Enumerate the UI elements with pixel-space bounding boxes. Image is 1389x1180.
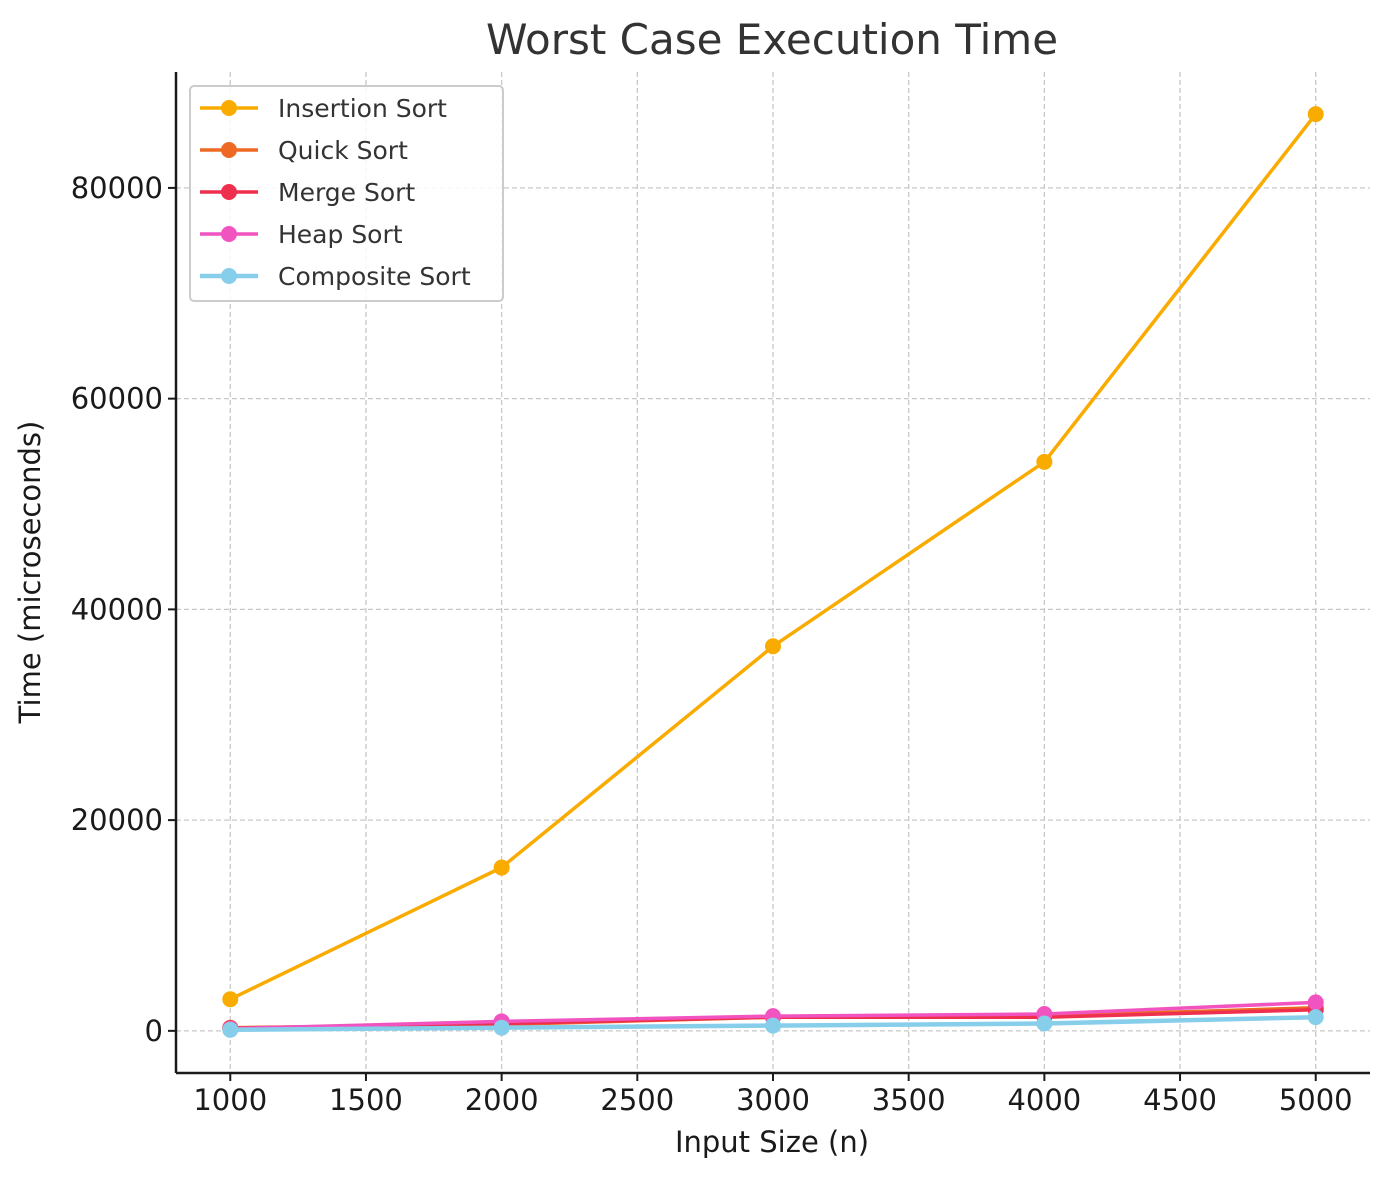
y-tick-label: 80000 — [71, 171, 163, 205]
x-tick-label: 2000 — [465, 1083, 539, 1117]
legend-item-insertion-sort: Insertion Sort — [200, 94, 447, 123]
data-point-insertion-sort — [222, 991, 239, 1008]
data-point-composite-sort — [1036, 1015, 1053, 1032]
x-tick-label: 1000 — [193, 1083, 267, 1117]
data-point-composite-sort — [765, 1017, 781, 1034]
chart-title: Worst Case Execution Time — [486, 15, 1058, 64]
data-point-composite-sort — [222, 1021, 239, 1038]
data-point-composite-sort — [493, 1019, 510, 1036]
legend-label: Heap Sort — [278, 220, 403, 249]
x-tick-label: 4000 — [1007, 1083, 1081, 1117]
data-point-insertion-sort — [1036, 453, 1053, 470]
y-tick-label: 60000 — [71, 382, 163, 416]
data-point-insertion-sort — [765, 638, 781, 655]
x-tick-label: 4500 — [1143, 1083, 1217, 1117]
data-point-heap-sort — [1307, 994, 1324, 1011]
y-tick-label: 0 — [145, 1014, 163, 1048]
y-ticks: 0 20000 40000 60000 80000 — [71, 171, 176, 1048]
legend-item-composite-sort: Composite Sort — [200, 262, 471, 291]
legend-label: Insertion Sort — [278, 94, 447, 123]
x-ticks: 1000 1500 2000 2500 3000 3500 4000 4500 5000 — [193, 1073, 1353, 1117]
data-point-insertion-sort — [493, 859, 510, 876]
legend-swatch-marker — [221, 268, 237, 284]
x-tick-label: 2500 — [600, 1083, 674, 1117]
legend-item-merge-sort: Merge Sort — [200, 178, 415, 207]
legend-item-quick-sort: Quick Sort — [200, 136, 408, 165]
legend-item-heap-sort: Heap Sort — [200, 220, 403, 249]
legend-box — [189, 85, 504, 302]
x-tick-label: 5000 — [1279, 1083, 1353, 1117]
y-tick-label: 20000 — [71, 803, 163, 837]
series-composite-sort — [222, 1009, 1324, 1038]
legend-label: Merge Sort — [278, 178, 415, 207]
legend-swatch-marker — [221, 184, 237, 200]
x-tick-label: 1500 — [329, 1083, 403, 1117]
legend-label: Composite Sort — [278, 262, 471, 291]
legend: Insertion Sort Quick Sort Merge Sort Heap S… — [189, 85, 504, 302]
series — [222, 106, 1324, 1038]
y-axis-title: Time (microseconds) — [13, 421, 47, 725]
data-point-insertion-sort — [1307, 106, 1324, 123]
legend-label: Quick Sort — [278, 136, 408, 165]
legend-swatch-marker — [221, 142, 237, 158]
legend-swatch-marker — [221, 226, 237, 242]
legend-swatch-marker — [221, 100, 237, 116]
series-insertion-sort — [222, 106, 1324, 1008]
x-tick-label: 3500 — [872, 1083, 946, 1117]
x-tick-label: 3000 — [736, 1083, 810, 1117]
x-axis-title: Input Size (n) — [675, 1125, 869, 1159]
data-point-composite-sort — [1307, 1009, 1324, 1026]
y-tick-label: 40000 — [71, 592, 163, 626]
